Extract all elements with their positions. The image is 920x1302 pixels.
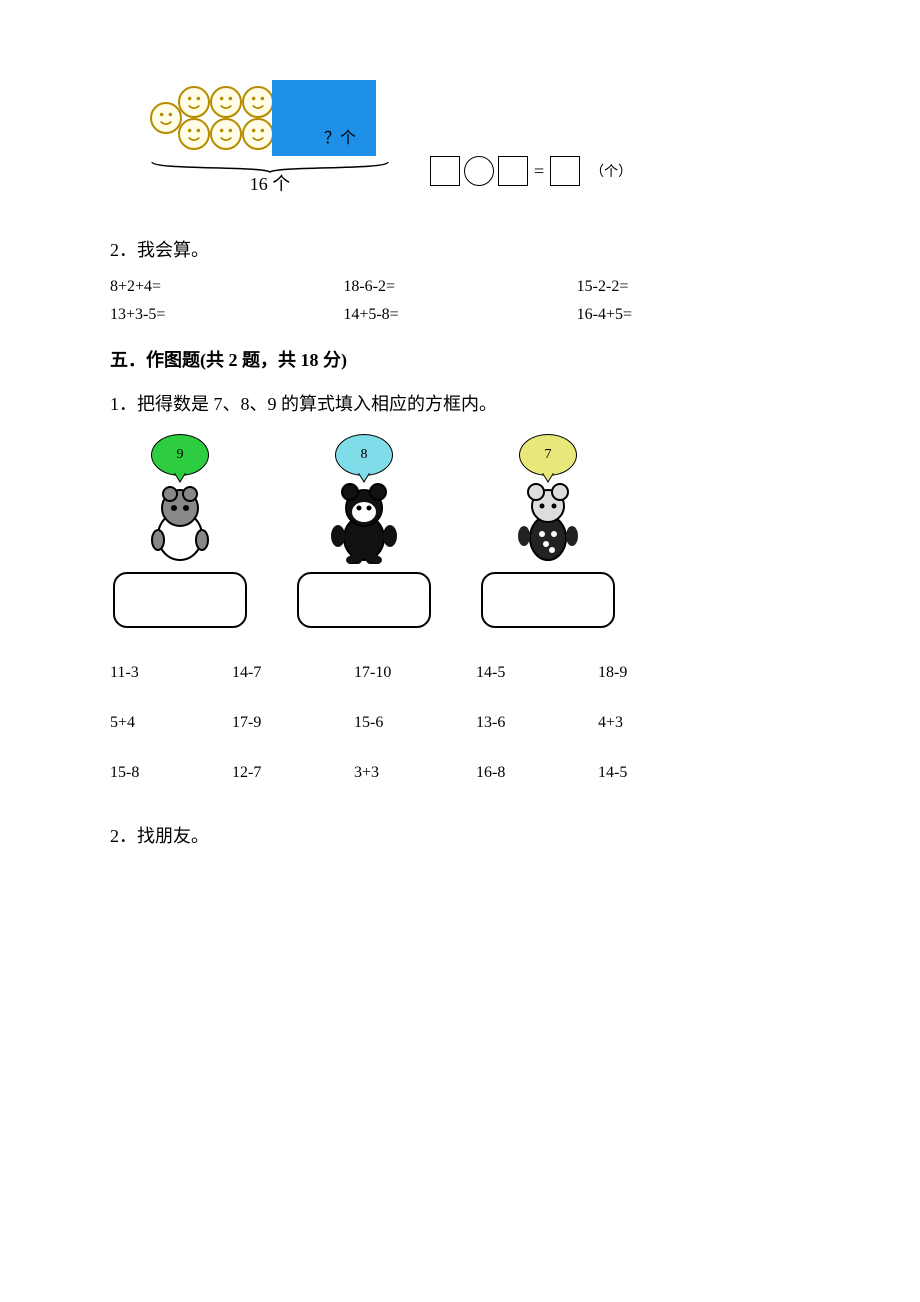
- calc-cell: 8+2+4=: [110, 278, 343, 296]
- s5-q1-title: 1．把得数是 7、8、9 的算式填入相应的方框内。: [110, 390, 810, 416]
- expr-cell: 11-3: [110, 664, 232, 682]
- under-bracket: [150, 158, 390, 172]
- expr-row: 15-8 12-7 3+3 16-8 14-5: [110, 764, 810, 782]
- calc-cell: 14+5-8=: [343, 306, 576, 324]
- bubble-label: 8: [361, 447, 368, 463]
- expr-cell: 14-5: [476, 664, 598, 682]
- expr-cell: 14-7: [232, 664, 354, 682]
- mascot-icon: [140, 480, 220, 564]
- bubble-label: 9: [177, 447, 184, 463]
- calc-cell: 18-6-2=: [343, 278, 576, 296]
- character-col: 9: [110, 434, 250, 628]
- smiley-grid: [178, 86, 274, 150]
- character-col: 8: [294, 434, 434, 628]
- expr-cell: 12-7: [232, 764, 354, 782]
- bubble-label: 7: [545, 447, 552, 463]
- calc-row: 8+2+4= 18-6-2= 15-2-2=: [110, 278, 810, 296]
- q2-title: 2．我会算。: [110, 236, 810, 262]
- expr-cell: 4+3: [598, 714, 720, 732]
- character-col: 7: [478, 434, 618, 628]
- expr-cell: 17-9: [232, 714, 354, 732]
- operator-circle[interactable]: [464, 156, 494, 186]
- smiley-diagram: ？个 16 个: [150, 80, 390, 196]
- expr-row: 11-3 14-7 17-10 14-5 18-9: [110, 664, 810, 682]
- result-box[interactable]: [550, 156, 580, 186]
- expression-grid: 11-3 14-7 17-10 14-5 18-9 5+4 17-9 15-6 …: [110, 664, 810, 782]
- speech-bubble: 7: [519, 434, 577, 476]
- expr-cell: 5+4: [110, 714, 232, 732]
- smiley-icon: [242, 86, 274, 118]
- speech-bubble: 8: [335, 434, 393, 476]
- expr-cell: 17-10: [354, 664, 476, 682]
- expr-cell: 14-5: [598, 764, 720, 782]
- calc-cell: 16-4+5=: [577, 306, 810, 324]
- operand-box[interactable]: [430, 156, 460, 186]
- smiley-group: ？个: [150, 80, 390, 156]
- expr-cell: 15-8: [110, 764, 232, 782]
- expr-row: 5+4 17-9 15-6 13-6 4+3: [110, 714, 810, 732]
- equation-unit: （个）: [590, 161, 632, 181]
- smiley-icon: [178, 118, 210, 150]
- operand-box[interactable]: [498, 156, 528, 186]
- answer-box[interactable]: [297, 572, 431, 628]
- answer-box[interactable]: [481, 572, 615, 628]
- smiley-icon: [242, 118, 274, 150]
- calc-row: 13+3-5= 14+5-8= 16-4+5=: [110, 306, 810, 324]
- section5-title: 五．作图题(共 2 题，共 18 分): [110, 346, 810, 372]
- characters-boxes: 9 8: [110, 434, 810, 628]
- equation-template: = （个）: [430, 156, 632, 186]
- expr-cell: 13-6: [476, 714, 598, 732]
- mascot-icon: [324, 480, 404, 564]
- speech-bubble: 9: [151, 434, 209, 476]
- answer-box[interactable]: [113, 572, 247, 628]
- expr-cell: 16-8: [476, 764, 598, 782]
- calc-cell: 13+3-5=: [110, 306, 343, 324]
- smiley-icon: [178, 86, 210, 118]
- hidden-count-box: ？个: [272, 80, 376, 156]
- smiley-icon: [210, 86, 242, 118]
- calc-grid: 8+2+4= 18-6-2= 15-2-2= 13+3-5= 14+5-8= 1…: [110, 278, 810, 324]
- expr-cell: 3+3: [354, 764, 476, 782]
- calc-cell: 15-2-2=: [577, 278, 810, 296]
- smiley-icon: [210, 118, 242, 150]
- mascot-icon: [508, 480, 588, 564]
- expr-cell: 18-9: [598, 664, 720, 682]
- s5-q2-title: 2．找朋友。: [110, 822, 810, 848]
- hidden-count-label: ？个: [324, 124, 356, 148]
- smiley-diagram-row: ？个 16 个 = （个）: [150, 80, 810, 196]
- equals-sign: =: [532, 161, 546, 182]
- expr-cell: 15-6: [354, 714, 476, 732]
